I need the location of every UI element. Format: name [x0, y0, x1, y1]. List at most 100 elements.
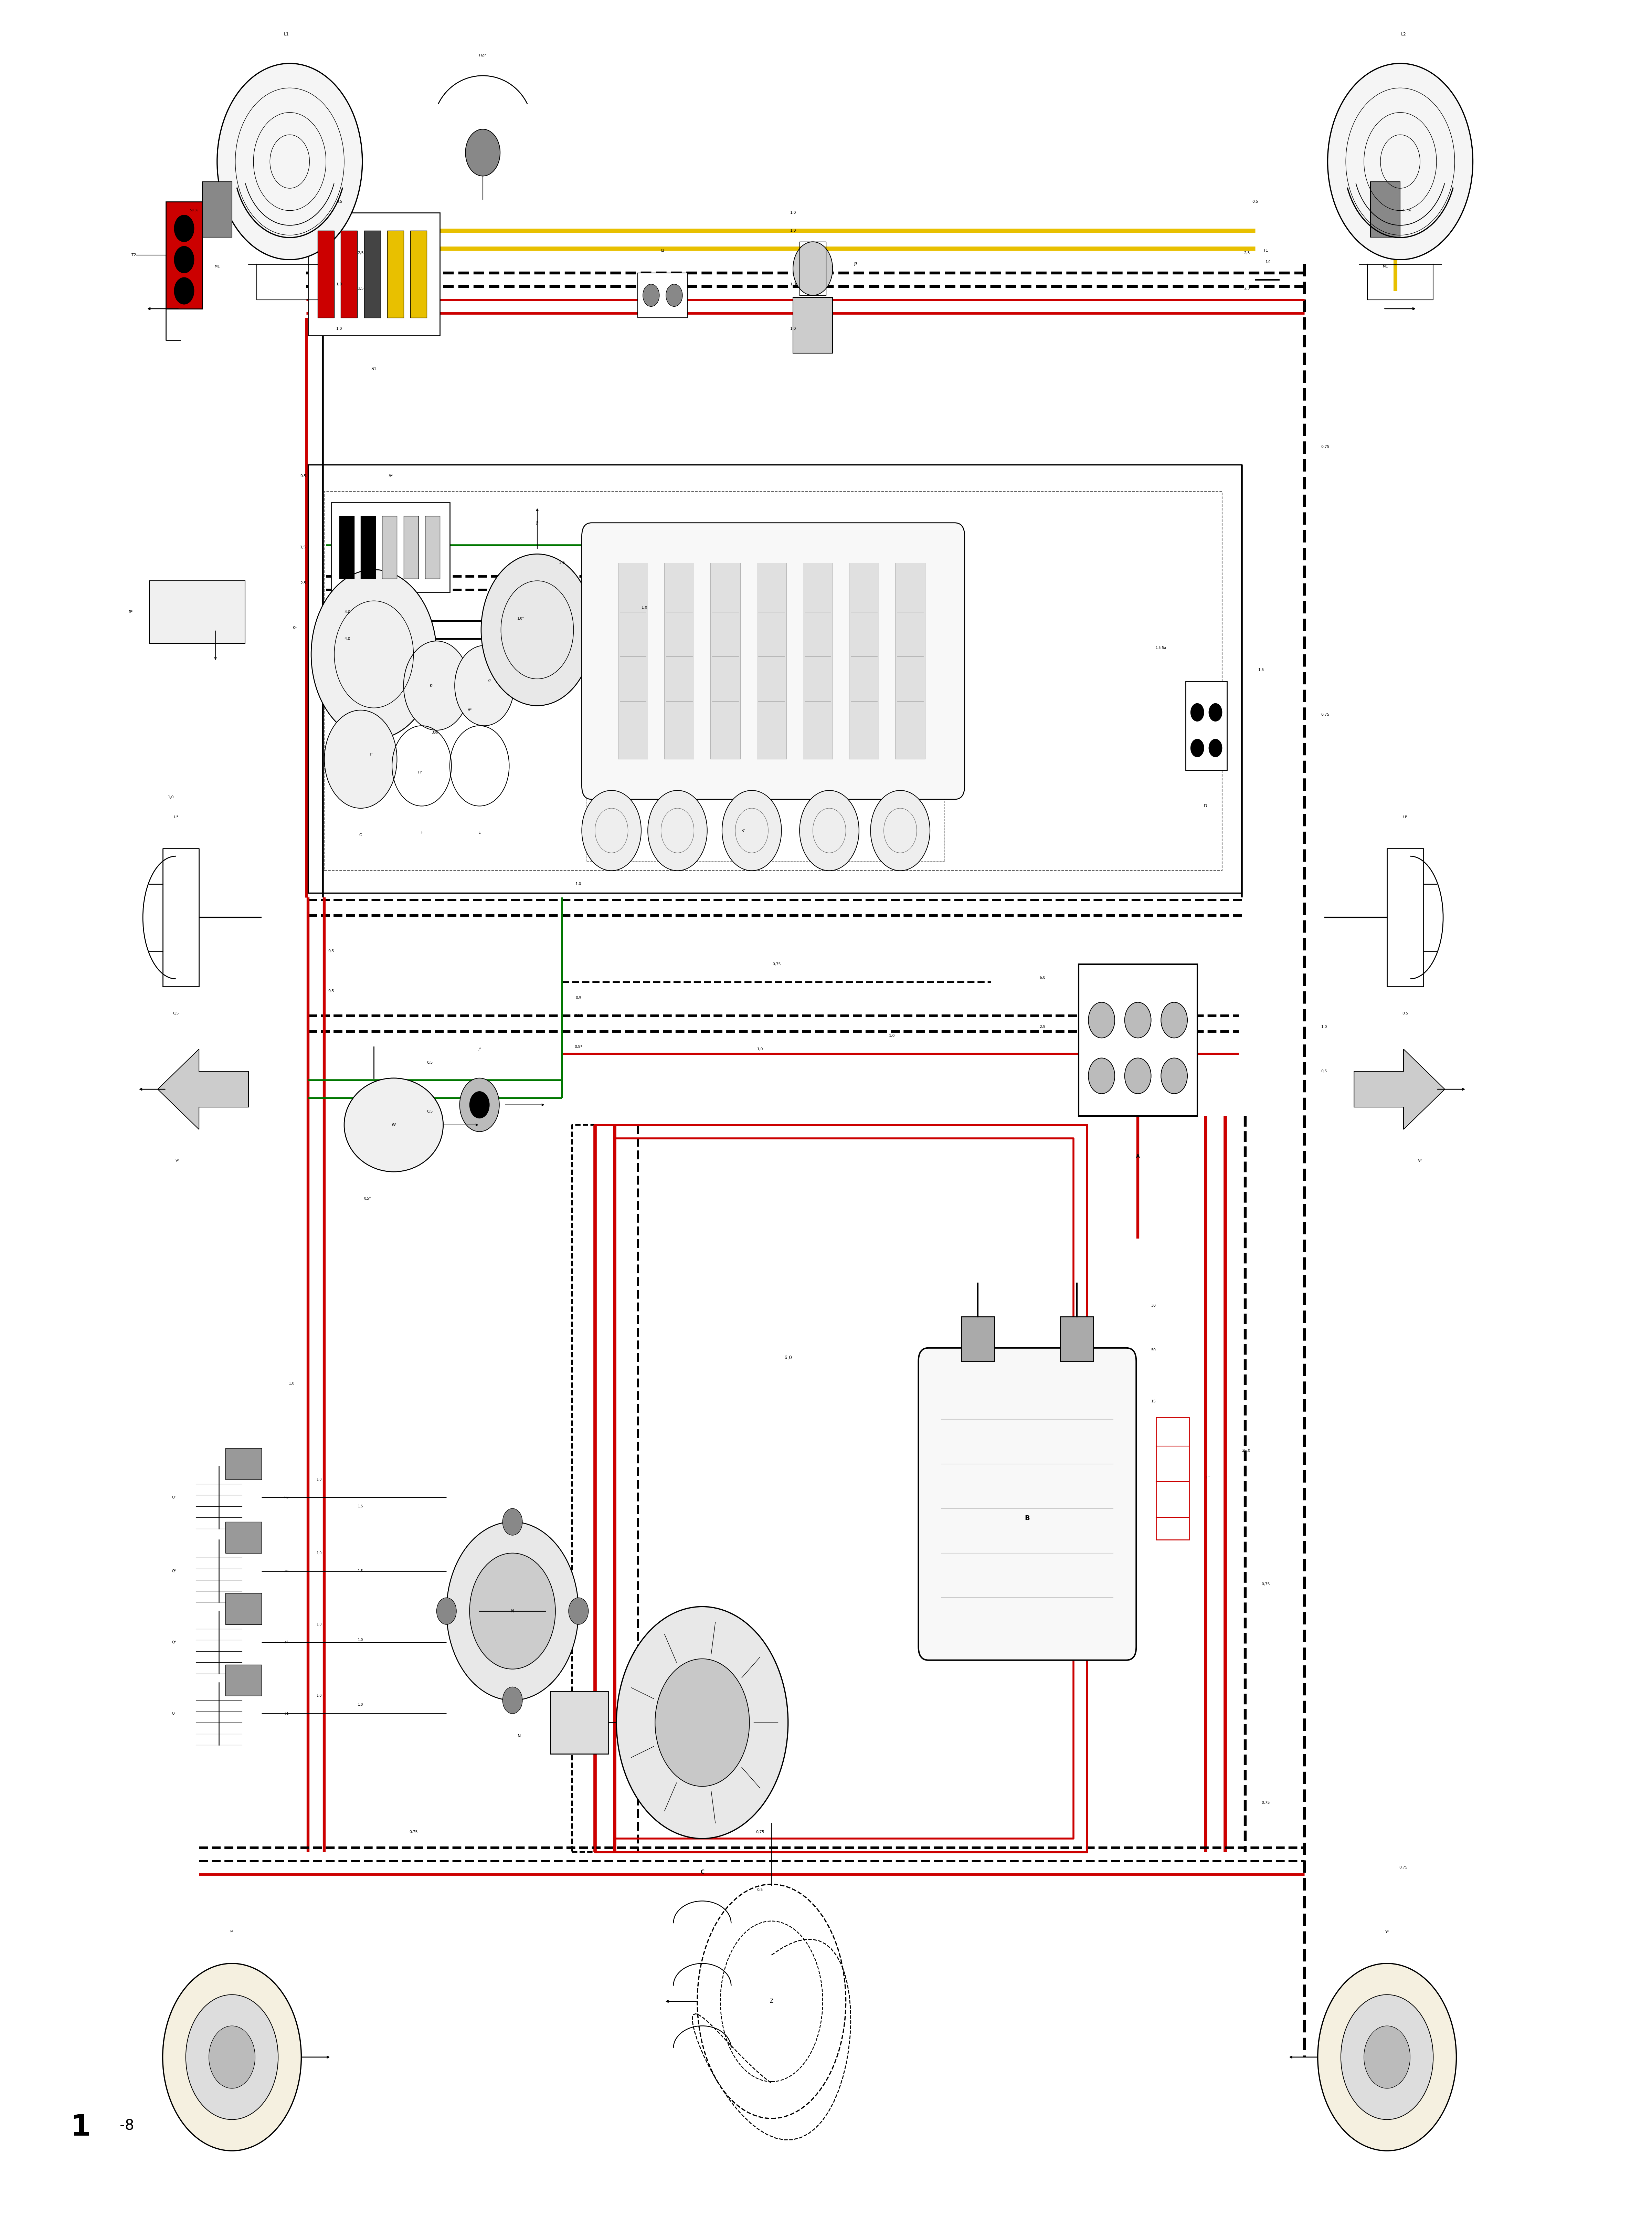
Text: F: F: [421, 830, 423, 835]
Bar: [382, 516, 396, 578]
Text: 1,0: 1,0: [641, 605, 648, 609]
Text: D: D: [1204, 804, 1208, 808]
Text: W: W: [392, 1123, 396, 1127]
Text: J2: J2: [661, 250, 664, 252]
Text: 1,0: 1,0: [790, 230, 796, 232]
Circle shape: [324, 710, 396, 808]
Text: 4,0: 4,0: [344, 636, 350, 641]
Text: 0,5*: 0,5*: [575, 1045, 583, 1049]
Circle shape: [173, 214, 193, 241]
Text: 2,5: 2,5: [357, 252, 363, 254]
Text: J3: J3: [854, 263, 857, 266]
Text: 1,5: 1,5: [301, 545, 306, 549]
Circle shape: [162, 1964, 301, 2152]
Circle shape: [648, 790, 707, 870]
Text: 1,0: 1,0: [317, 1478, 322, 1482]
Text: 0,5: 0,5: [173, 1011, 178, 1016]
Bar: [225, 1665, 261, 1696]
Text: 0,5: 0,5: [1252, 201, 1259, 203]
Circle shape: [173, 277, 193, 304]
Text: 0,75: 0,75: [755, 1830, 765, 1832]
Text: J¹: J¹: [535, 520, 539, 525]
Bar: [550, 1692, 608, 1754]
Circle shape: [466, 129, 501, 176]
Bar: [1079, 964, 1198, 1116]
Circle shape: [481, 554, 593, 705]
Text: G: G: [358, 833, 362, 837]
Bar: [307, 212, 439, 335]
Text: 2,5: 2,5: [301, 580, 306, 585]
Text: Q²: Q²: [172, 1569, 175, 1574]
Text: H²: H²: [468, 708, 471, 712]
Bar: [225, 1449, 261, 1480]
Text: 2,5: 2,5: [1244, 288, 1251, 290]
Text: 1,0: 1,0: [790, 283, 796, 286]
Text: 0,75: 0,75: [771, 962, 781, 966]
Bar: [793, 297, 833, 353]
Text: 0,5*: 0,5*: [363, 1196, 370, 1201]
Text: N: N: [517, 1734, 520, 1739]
Text: V¹: V¹: [175, 1158, 180, 1163]
Text: 2,5: 2,5: [1039, 1024, 1046, 1029]
Text: T³: T³: [1206, 1475, 1209, 1480]
Text: 1,5-5a: 1,5-5a: [1156, 645, 1166, 650]
Circle shape: [1191, 703, 1204, 721]
Bar: [225, 1522, 261, 1553]
Bar: [1156, 1417, 1189, 1540]
Text: K³: K³: [487, 679, 491, 683]
Bar: [165, 201, 202, 308]
Circle shape: [1328, 62, 1474, 259]
Text: 0,75: 0,75: [1322, 444, 1330, 449]
Circle shape: [800, 790, 859, 870]
Text: 1,0: 1,0: [317, 1623, 322, 1627]
Bar: [225, 1594, 261, 1625]
Text: B: B: [1024, 1516, 1029, 1522]
Bar: [363, 230, 380, 317]
Circle shape: [656, 1658, 750, 1786]
Text: 4,0: 4,0: [344, 609, 350, 614]
Text: S1: S1: [372, 366, 377, 371]
Bar: [410, 230, 426, 317]
Circle shape: [216, 62, 362, 259]
Text: 1,0: 1,0: [289, 1382, 294, 1386]
Text: M1: M1: [215, 266, 220, 268]
Text: T1: T1: [1264, 250, 1269, 252]
Text: 1,5: 1,5: [358, 1504, 363, 1509]
Polygon shape: [157, 1049, 248, 1129]
Text: 1: 1: [71, 2114, 91, 2143]
Text: A: A: [1137, 1154, 1140, 1158]
Circle shape: [568, 1598, 588, 1625]
Text: pa: pa: [284, 1569, 289, 1574]
Bar: [710, 562, 740, 759]
Text: p4: p4: [284, 1641, 289, 1645]
Text: T2: T2: [132, 254, 135, 257]
Bar: [149, 580, 244, 643]
Text: 0,75: 0,75: [410, 1830, 418, 1832]
Circle shape: [185, 1995, 278, 2120]
Circle shape: [1125, 1058, 1151, 1094]
Text: 50: 50: [1151, 1348, 1156, 1353]
Text: L2: L2: [1401, 31, 1406, 36]
Circle shape: [1341, 1995, 1434, 2120]
Text: K¹: K¹: [292, 625, 297, 629]
Circle shape: [454, 645, 514, 725]
Bar: [339, 516, 354, 578]
Text: 0,5: 0,5: [757, 1888, 763, 1891]
Bar: [1186, 681, 1227, 770]
FancyBboxPatch shape: [919, 1348, 1137, 1661]
Bar: [1061, 1317, 1094, 1362]
Text: 1,0: 1,0: [169, 795, 173, 799]
Bar: [425, 516, 439, 578]
Circle shape: [1209, 703, 1222, 721]
Text: 58 56: 58 56: [190, 210, 198, 212]
Circle shape: [311, 569, 436, 739]
Text: Q¹: Q¹: [172, 1712, 175, 1716]
Text: -8: -8: [119, 2118, 134, 2134]
Circle shape: [582, 790, 641, 870]
Polygon shape: [1355, 1049, 1446, 1129]
Circle shape: [1209, 739, 1222, 757]
Text: 0,5: 0,5: [345, 520, 350, 525]
Text: 38b: 38b: [431, 730, 438, 734]
FancyBboxPatch shape: [582, 522, 965, 799]
Text: 0,5*: 0,5*: [575, 1013, 583, 1018]
